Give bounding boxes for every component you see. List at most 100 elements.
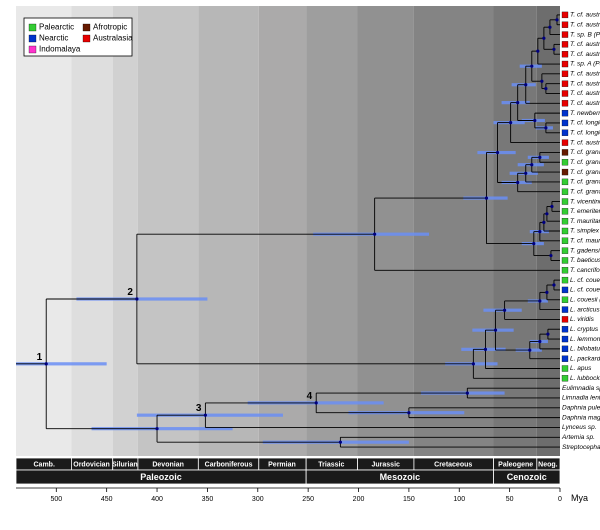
taxon-label: L. packardi [570, 355, 600, 362]
node-dot [533, 119, 536, 122]
tip-region-box [562, 12, 568, 18]
legend-swatch [29, 46, 36, 53]
node-dot [503, 309, 506, 312]
taxon-label: L. lubbocki [570, 375, 600, 382]
tip-region-box [562, 159, 568, 165]
taxon-label: T. simplex [570, 228, 600, 235]
taxon-label: L. cf. couesii (Canada) [570, 287, 600, 294]
node-dot [538, 340, 541, 343]
taxon-label: T. cf. australiensis sp. 3 [570, 71, 600, 78]
taxon-label: Streptocephalus sp. [562, 444, 600, 451]
geoband-carboniferous [198, 6, 258, 456]
period-label: Ordovician [73, 462, 110, 469]
taxon-label: L. viridis [570, 316, 595, 323]
x-tick-label: 100 [453, 496, 465, 503]
legend-label: Indomalaya [39, 45, 81, 54]
tip-region-box [562, 228, 568, 234]
taxon-label: T. cf. australiensis (Ayers Rock) [570, 90, 600, 97]
period-label: Jurassic [372, 462, 401, 469]
node-dot [530, 65, 533, 68]
node-dot [472, 362, 475, 365]
taxon-label: L. lemmoni [570, 336, 600, 343]
period-label: Triassic [318, 462, 344, 469]
era-label: Paleozoic [140, 472, 182, 482]
node-dot [466, 391, 469, 394]
taxon-label: T. baeticus [570, 257, 600, 264]
node-dot [516, 101, 519, 104]
tip-region-box [562, 32, 568, 38]
tip-region-box [562, 218, 568, 224]
legend-swatch [29, 35, 36, 42]
node-dot [536, 50, 539, 53]
taxon-label: T. cf. australiensis (Lake Carey) [570, 139, 600, 146]
node-dot [552, 283, 555, 286]
tip-region-box [562, 51, 568, 57]
node-dot [552, 48, 555, 51]
x-tick-label: 150 [403, 496, 415, 503]
taxon-label: L. apus [570, 365, 592, 372]
tip-region-box [562, 356, 568, 362]
tip-region-box [562, 326, 568, 332]
node-dot [528, 348, 531, 351]
x-tick-label: 350 [202, 496, 214, 503]
node-dot [315, 401, 318, 404]
taxon-label: T. mauritanicus mauritanicus [570, 218, 600, 225]
node-dot [135, 297, 138, 300]
node-dot [524, 172, 527, 175]
tip-region-box [562, 61, 568, 67]
node-dot [542, 37, 545, 40]
legend-swatch [83, 35, 90, 42]
x-tick-label: 0 [558, 496, 562, 503]
node-dot [530, 163, 533, 166]
x-tick-label: 50 [506, 496, 514, 503]
node-dot [548, 26, 551, 29]
taxon-label: T. cf. australiensis (Walga Rock) [570, 41, 600, 48]
node-dot [496, 151, 499, 154]
period-label: Camb. [34, 462, 55, 469]
taxon-label: L. cf. couesii (Apulia) [570, 277, 600, 284]
tip-region-box [562, 336, 568, 342]
node-dot [516, 181, 519, 184]
taxon-label: T. cf. granarius (Tunisia) [570, 159, 600, 166]
node-number: 2 [127, 287, 133, 298]
node-dot [204, 414, 207, 417]
tip-region-box [562, 257, 568, 263]
era-label: Cenozoic [507, 472, 547, 482]
taxon-label: T. vicentinus [570, 198, 600, 205]
taxon-label: Artemia sp. [561, 434, 595, 441]
legend-swatch [83, 24, 90, 31]
taxon-label: T. cf. granarius (Namibia) [570, 169, 600, 176]
node-dot [538, 230, 541, 233]
taxon-label: Eulimnadia sp. [562, 385, 600, 392]
tip-region-box [562, 71, 568, 77]
taxon-label: T. cancriformis [570, 267, 600, 274]
node-dot [373, 233, 376, 236]
node-number: 1 [37, 352, 43, 363]
node-dot [550, 205, 553, 208]
geoband-ordovician [71, 6, 112, 456]
mya-label: Mya [571, 493, 588, 503]
tip-region-box [562, 208, 568, 214]
node-dot [542, 221, 545, 224]
node-dot [524, 83, 527, 86]
node-dot [545, 291, 548, 294]
period-label: Paleogene [498, 462, 533, 469]
legend-label: Palearctic [39, 23, 74, 32]
tip-region-box [562, 346, 568, 352]
node-dot [509, 121, 512, 124]
x-tick-label: 300 [252, 496, 264, 503]
taxon-label: L. cryptus [570, 326, 599, 333]
taxon-label: T. sp. B (Paroo) [570, 31, 600, 38]
tip-region-box [562, 277, 568, 283]
taxon-label: T. cf. australiensis (Gibb Rock) [570, 51, 600, 58]
tip-region-box [562, 199, 568, 205]
node-dot [484, 348, 487, 351]
geoband-permian [259, 6, 306, 456]
tip-region-box [562, 375, 568, 381]
taxon-label: Daphnia magna [562, 414, 600, 421]
x-tick-label: 400 [151, 496, 163, 503]
geoband-triassic [306, 6, 357, 456]
x-tick-label: 250 [302, 496, 314, 503]
taxon-label: L. arcticus [570, 306, 600, 313]
period-label: Permian [268, 462, 296, 469]
